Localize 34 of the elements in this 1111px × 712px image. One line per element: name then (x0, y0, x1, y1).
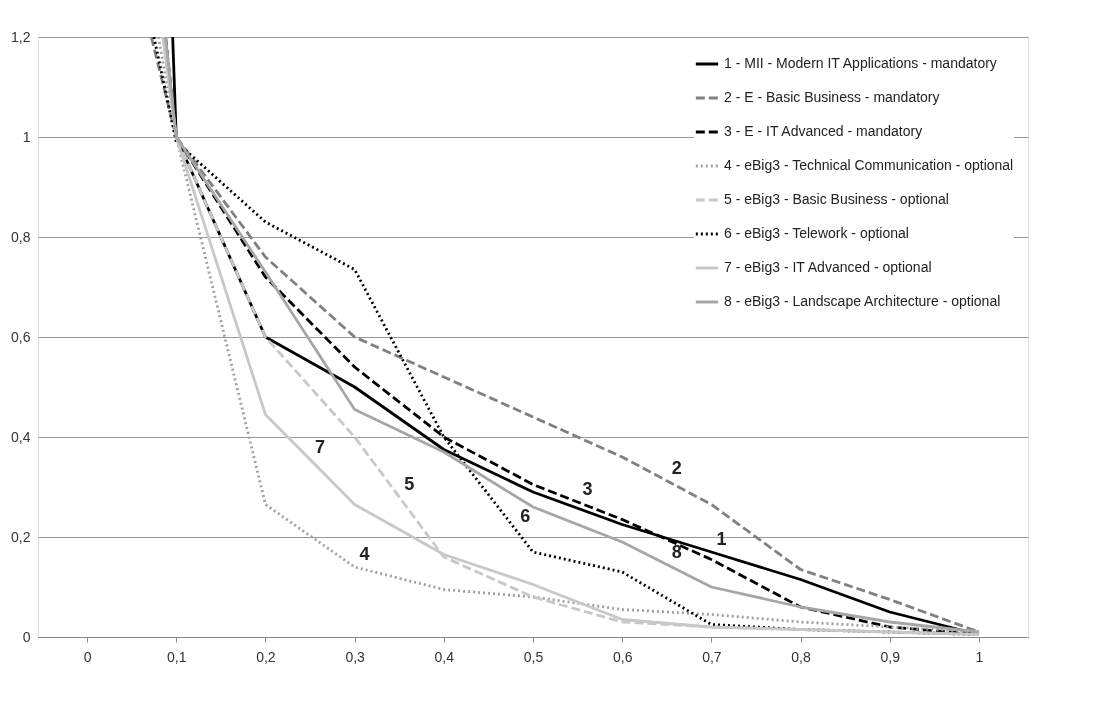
y-tick-label: 0,8 (11, 228, 31, 245)
annotation: 1 (716, 529, 727, 549)
annotation: 2 (671, 457, 682, 478)
legend-label: 3 - E - IT Advanced - mandatory (724, 123, 923, 139)
y-tick-label: 0,2 (11, 528, 31, 545)
x-tick-label: 0,5 (523, 648, 544, 665)
annotation: 6 (520, 506, 531, 526)
y-tick-label: 1 (22, 128, 31, 145)
x-tick-label: 0,2 (256, 648, 276, 665)
legend-label: 1 - MII - Modern IT Applications - mandatory (724, 55, 997, 71)
annotation: 8 (671, 541, 682, 562)
x-tick-label: 0 (83, 648, 92, 665)
y-tick-label: 0 (22, 628, 31, 645)
x-tick-label: 0,8 (791, 648, 812, 665)
y-tick-label: 0,4 (11, 428, 31, 445)
annotation: 5 (404, 474, 415, 494)
legend-label: 6 - eBig3 - Telework - optional (724, 225, 909, 241)
annotation: 7 (315, 436, 326, 457)
legend-label: 2 - E - Basic Business - mandatory (724, 89, 940, 105)
legend-label: 7 - eBig3 - IT Advanced - optional (724, 259, 932, 275)
x-tick-label: 1 (975, 648, 984, 665)
annotation: 3 (582, 479, 593, 499)
x-tick-label: 0,6 (612, 648, 633, 665)
annotation: 4 (359, 544, 370, 564)
x-tick-label: 0,9 (880, 648, 901, 665)
x-tick-label: 0,4 (434, 648, 455, 665)
y-tick-label: 1,2 (11, 28, 31, 45)
x-tick-label: 0,3 (345, 648, 366, 665)
legend-label: 5 - eBig3 - Basic Business - optional (724, 191, 949, 207)
x-tick-label: 0,7 (702, 648, 722, 665)
y-tick-label: 0,6 (11, 328, 31, 345)
legend-label: 4 - eBig3 - Technical Communication - optional (724, 157, 1014, 173)
legend-label: 8 - eBig3 - Landscape Architecture - optional (724, 293, 1001, 309)
x-tick-label: 0,1 (167, 648, 187, 665)
